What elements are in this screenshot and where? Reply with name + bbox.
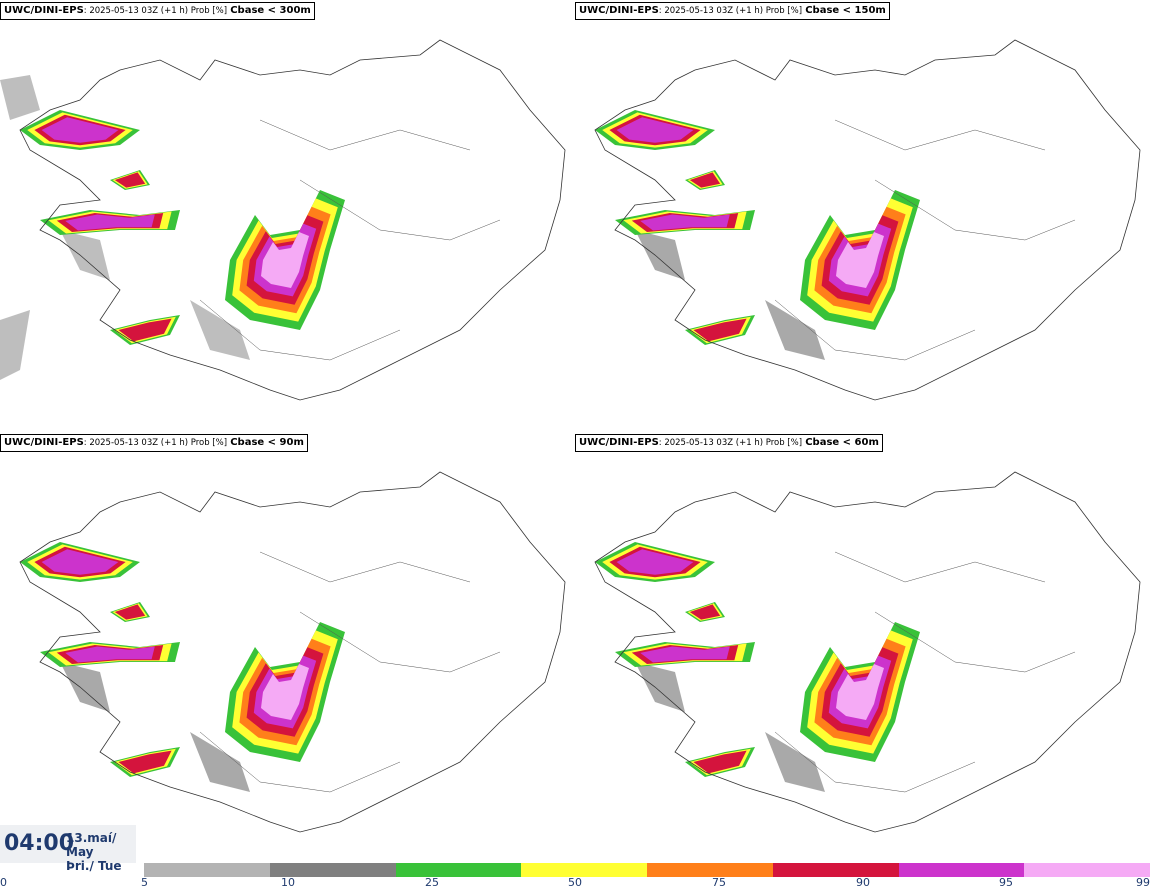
probability-contour: [118, 750, 172, 774]
low-probability-area: [190, 300, 250, 360]
region-boundary: [299, 611, 501, 673]
iceland-coastline: [594, 471, 1141, 833]
colorbar-tick: 90: [856, 876, 870, 889]
map-panel-1: UWC/DINI-EPS: 2025-05-13 03Z (+1 h) Prob…: [0, 0, 575, 430]
probability-contour: [640, 646, 730, 663]
colorbar-segment: [521, 863, 647, 877]
panel-title: UWC/DINI-EPS: 2025-05-13 03Z (+1 h) Prob…: [575, 2, 890, 20]
probability-contour: [640, 214, 730, 231]
valid-time: 04:00: [4, 831, 75, 856]
colorbar-segment: [269, 863, 396, 877]
panel-title: UWC/DINI-EPS: 2025-05-13 03Z (+1 h) Prob…: [0, 2, 315, 20]
low-probability-area: [635, 662, 685, 712]
iceland-coastline: [594, 39, 1141, 401]
probability-contour: [689, 172, 721, 188]
colorbar-segment: [1024, 863, 1150, 877]
iceland-coastline: [19, 471, 566, 833]
valid-date: 13.maí/ May Þri./ Tue: [66, 831, 136, 873]
probability-contour: [41, 549, 119, 575]
colorbar-tick: 99: [1136, 876, 1150, 889]
iceland-map: [19, 471, 566, 833]
region-boundary: [874, 179, 1076, 241]
region-boundary: [834, 119, 1046, 151]
region-boundary: [874, 611, 1076, 673]
colorbar-tick: 25: [425, 876, 439, 889]
region-boundary: [259, 119, 471, 151]
probability-contour: [65, 646, 155, 663]
region-boundary: [834, 551, 1046, 583]
valid-time-box: 04:00 13.maí/ May Þri./ Tue: [0, 825, 136, 873]
low-probability-area: [635, 230, 685, 280]
colorbar-tick: 10: [281, 876, 295, 889]
probability-contour: [693, 750, 747, 774]
iceland-map: [594, 39, 1141, 401]
region-boundary: [199, 731, 401, 793]
probability-contour: [65, 214, 155, 231]
low-probability-area: [0, 75, 40, 120]
colorbar-segment: [144, 863, 270, 877]
probability-contour: [836, 232, 884, 288]
map-panel-2: UWC/DINI-EPS: 2025-05-13 03Z (+1 h) Prob…: [575, 0, 1150, 430]
low-probability-area: [60, 662, 110, 712]
probability-contour: [616, 549, 694, 575]
probability-contour: [616, 117, 694, 143]
panel-title: UWC/DINI-EPS: 2025-05-13 03Z (+1 h) Prob…: [0, 434, 308, 452]
colorbar-tick: 50: [568, 876, 582, 889]
probability-contour: [836, 664, 884, 720]
colorbar-segment: [395, 863, 522, 877]
iceland-map: [0, 39, 566, 401]
panel-title: UWC/DINI-EPS: 2025-05-13 03Z (+1 h) Prob…: [575, 434, 883, 452]
probability-contour: [114, 604, 146, 620]
low-probability-area: [765, 732, 825, 792]
region-boundary: [774, 299, 976, 361]
probability-contour: [114, 172, 146, 188]
low-probability-area: [190, 732, 250, 792]
colorbar-tick: 0: [0, 876, 7, 889]
colorbar-segment: [772, 863, 899, 877]
colorbar-tick: 5: [141, 876, 148, 889]
colorbar-segment: [898, 863, 1025, 877]
low-probability-area: [765, 300, 825, 360]
date-line-1: 13.maí/ May: [66, 831, 117, 859]
region-boundary: [199, 299, 401, 361]
probability-contour: [261, 664, 309, 720]
colorbar-segment: [647, 863, 773, 877]
map-panel-3: UWC/DINI-EPS: 2025-05-13 03Z (+1 h) Prob…: [0, 432, 575, 862]
region-boundary: [259, 551, 471, 583]
iceland-coastline: [19, 39, 566, 401]
probability-colorbar: [144, 863, 1150, 877]
colorbar-tick: 75: [712, 876, 726, 889]
probability-contour: [689, 604, 721, 620]
probability-contour: [261, 232, 309, 288]
probability-contour: [693, 318, 747, 342]
iceland-map: [594, 471, 1141, 833]
date-line-2: Þri./ Tue: [66, 859, 122, 873]
low-probability-area: [0, 310, 30, 380]
region-boundary: [299, 179, 501, 241]
colorbar-tick: 95: [999, 876, 1013, 889]
probability-contour: [41, 117, 119, 143]
probability-contour: [118, 318, 172, 342]
map-panel-4: UWC/DINI-EPS: 2025-05-13 03Z (+1 h) Prob…: [575, 432, 1150, 862]
low-probability-area: [60, 230, 110, 280]
region-boundary: [774, 731, 976, 793]
